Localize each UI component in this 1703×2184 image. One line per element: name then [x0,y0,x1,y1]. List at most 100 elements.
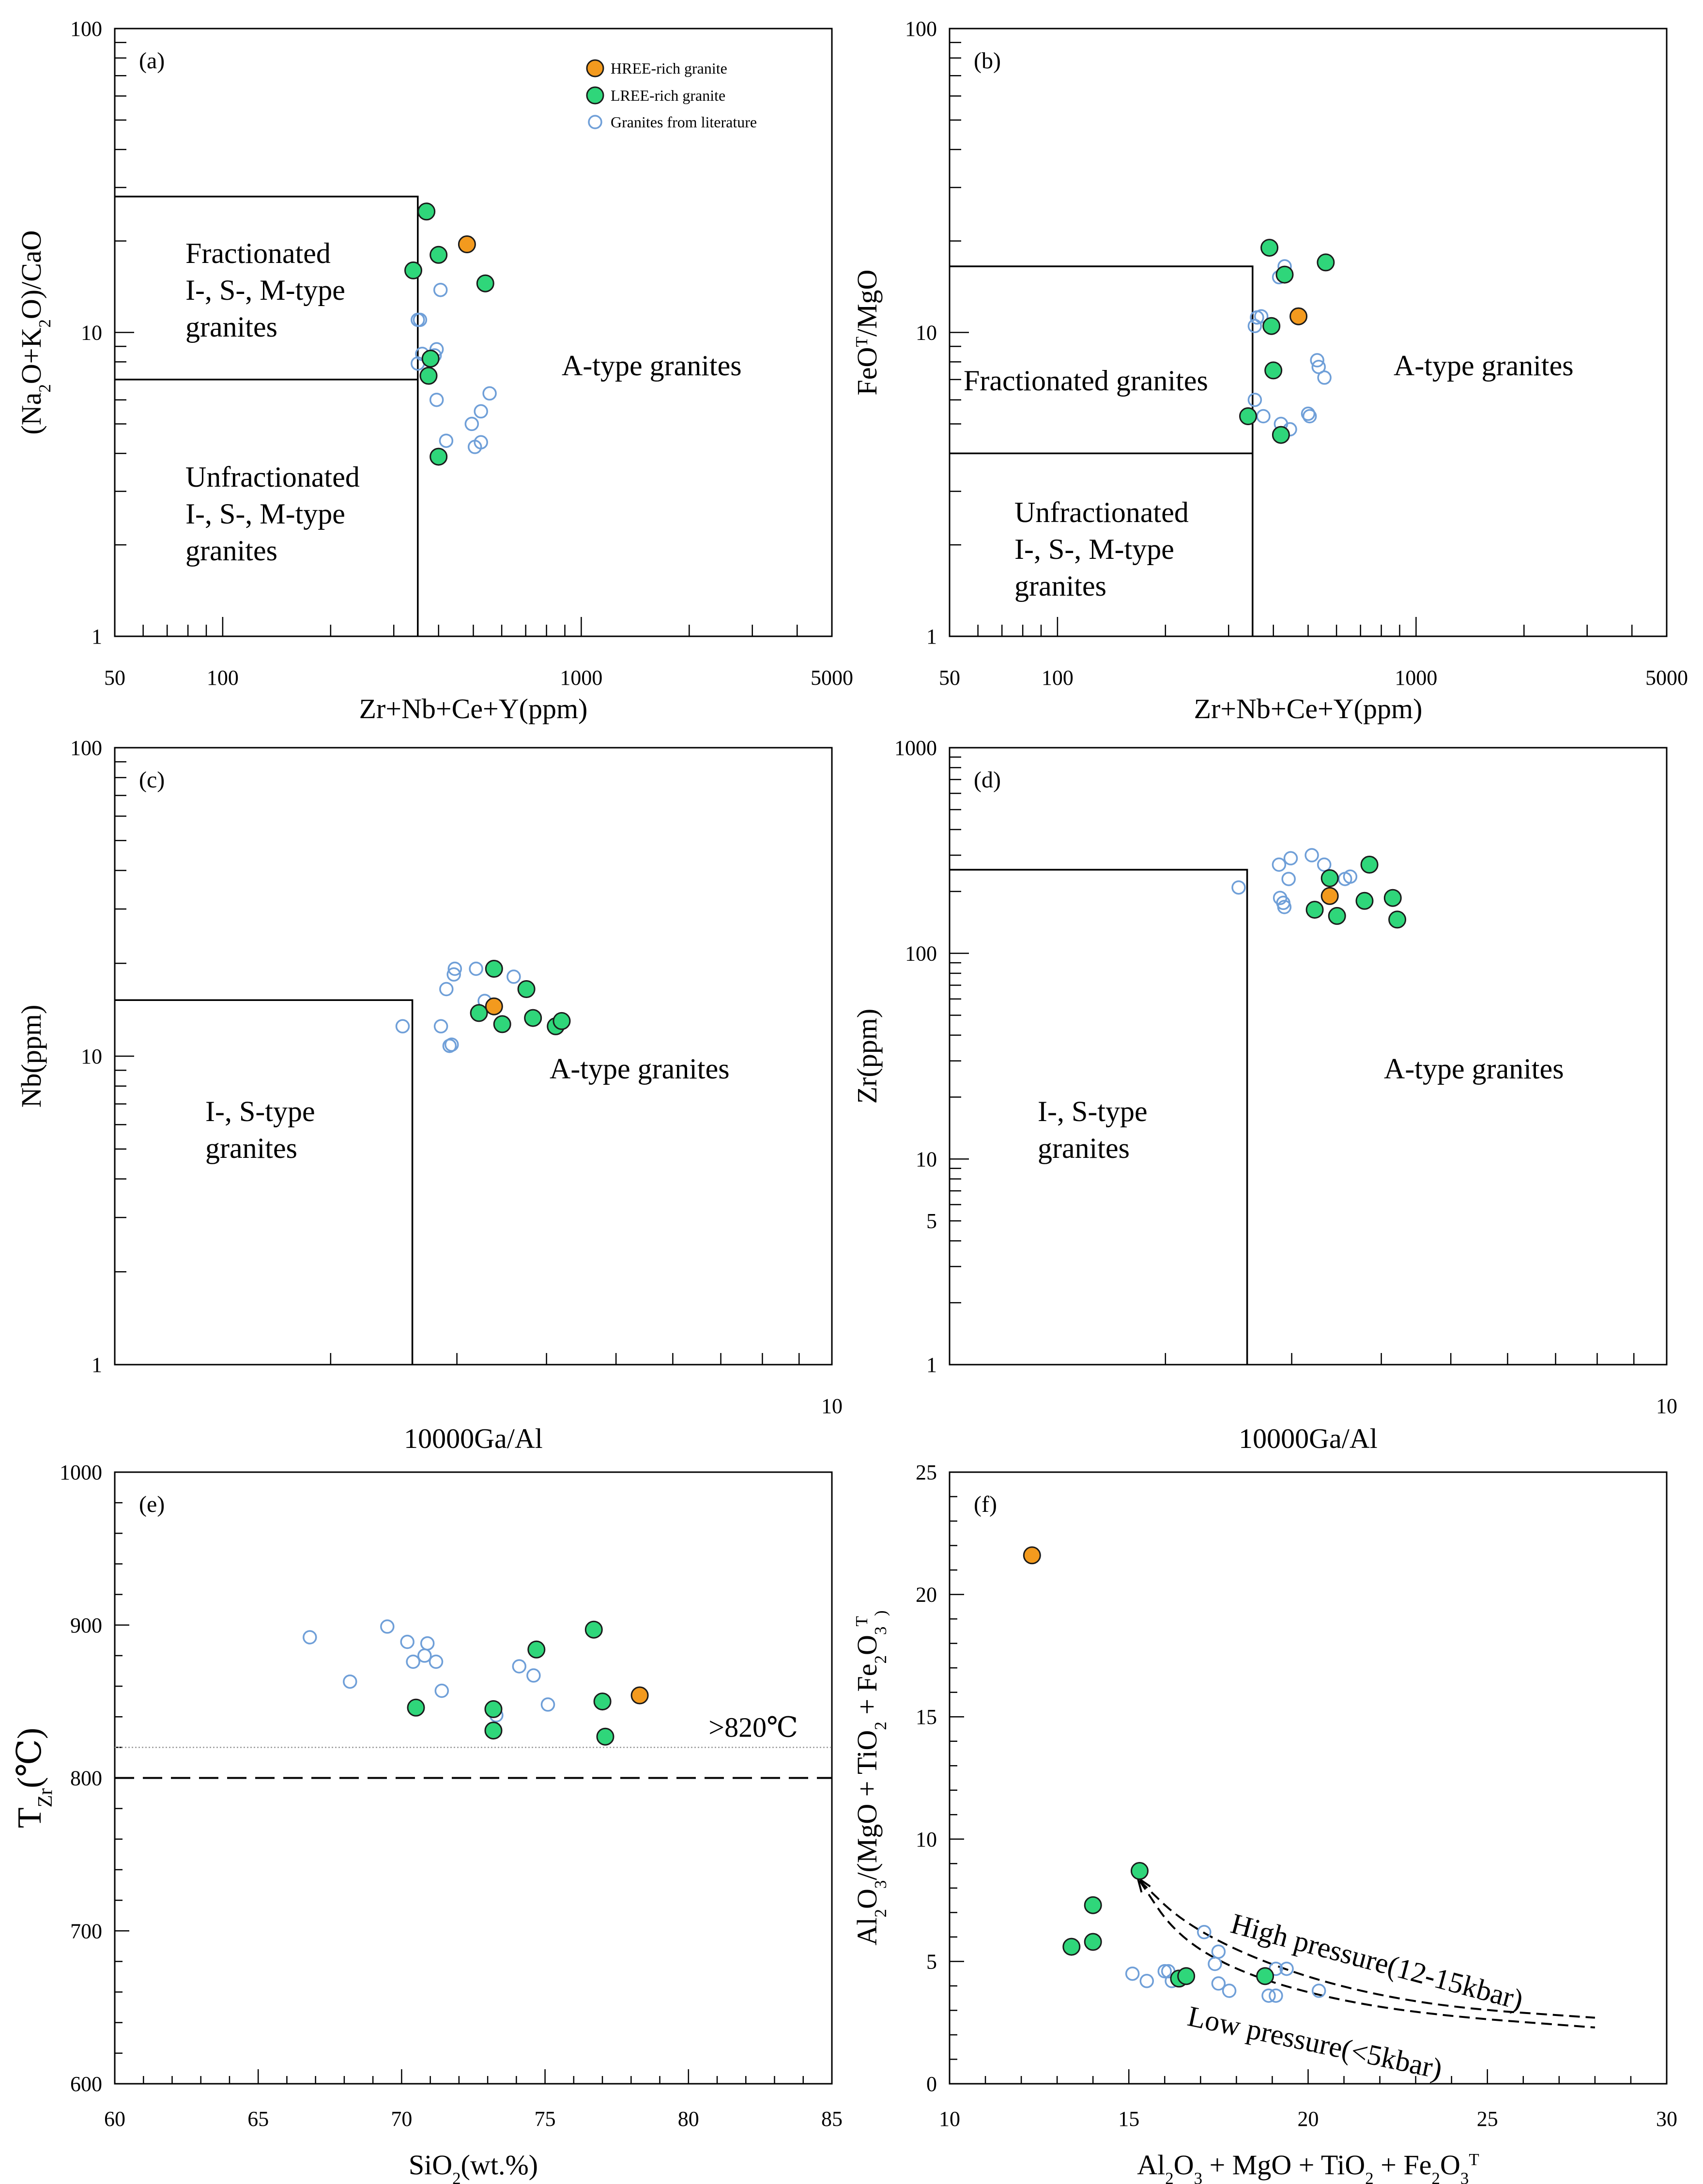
x-tick-label-f: 20 [1298,2107,1319,2131]
data-point-c-literature-9 [506,969,521,984]
data-point-b-lree-rich-6 [1272,426,1290,444]
data-point-d-literature-3 [1304,848,1319,862]
y-tick-label-e: 600 [70,2072,102,2096]
data-point-e-literature-10 [512,1659,527,1674]
data-point-b-lree-rich-5 [1239,407,1257,425]
y-axis-label-e-part-0: T [11,1807,48,1828]
y-tick-label-a: 10 [81,321,102,345]
data-point-f-lree-rich-1 [1084,1896,1102,1914]
field-boundary-a-0 [115,196,419,636]
x-tick-label-e: 65 [247,2107,269,2131]
data-point-c-literature-7 [469,961,483,976]
data-point-f-lree-rich-2 [1062,1938,1081,1956]
data-point-b-lree-rich-1 [1275,265,1294,284]
field-label-a-0: I-, S-, M-type [185,274,345,306]
field-label-d-1: A-type granites [1384,1053,1564,1085]
data-point-d-literature-9 [1277,900,1292,914]
field-label-a-1: granites [185,535,277,567]
data-point-b-literature-1 [1254,309,1269,323]
field-label-b-1: I-, S-, M-type [1014,533,1174,565]
data-point-c-literature-4 [439,982,454,997]
y-tick-label-e: 700 [70,1919,102,1943]
field-label-b-1: granites [1014,570,1106,602]
data-point-e-hree-rich-0 [630,1686,649,1705]
field-label-b-1: Unfractionated [1014,496,1189,528]
panel-d: 10 1 5 10 100 1000 (d) 10000Ga/Al Zr(ppm) I-, S-t… [851,736,1677,1454]
y-axis-label-f-part-4: /(MgO + TiO [851,1730,883,1880]
plot-frame-d [949,747,1668,1366]
y-axis-label-a-part-2: O+K [15,327,47,384]
x-axis-label-b: Zr+Nb+Ce+Y(ppm) [1194,693,1423,724]
y-axis-label-a-part-1: 2 [35,384,54,393]
data-point-d-literature-6 [1281,872,1296,886]
x-axis-label-f-part-9: 3 [1460,2169,1469,2184]
data-point-a-literature-7 [439,433,454,448]
data-point-f-literature-5 [1139,1974,1154,1988]
x-tick-label-f: 15 [1118,2107,1139,2131]
data-point-a-lree-rich-6 [430,447,448,466]
y-tick-label-f: 15 [916,1705,937,1729]
panel-label-b: (b) [974,48,1001,74]
panel-label-e: (e) [139,1492,165,1517]
panel-label-a: (a) [139,48,165,74]
plot-frame-f [949,1471,1668,2085]
y-axis-label-f-part-11: ) [871,1611,890,1616]
x-tick-label-f: 30 [1656,2107,1677,2131]
data-point-d-literature-10 [1337,872,1352,886]
data-point-e-lree-rich-3 [484,1700,503,1718]
y-axis-label-a-part-4: O)/CaO [15,230,47,319]
y-tick-label-c: 100 [70,736,102,760]
x-tick-label-a: 100 [207,666,239,690]
data-point-d-lree-rich-4 [1388,910,1407,929]
x-axis-label-e: SiO2(wt.%) [409,2149,538,2184]
data-point-a-literature-9 [482,386,497,401]
field-label-d-0: granites [1038,1132,1130,1164]
data-point-a-lree-rich-2 [430,246,448,264]
data-point-c-lree-rich-3 [517,980,536,998]
data-point-f-literature-7 [1208,1956,1222,1971]
data-point-a-lree-rich-1 [404,261,422,279]
y-tick-label-f: 0 [926,2072,937,2096]
y-axis-label-d-part-0: Zr(ppm) [851,1009,883,1104]
data-point-f-literature-9 [1222,1984,1237,1998]
field-label-a-1: I-, S-, M-type [185,498,345,530]
x-axis-label-f: Al2O3 + MgO + TiO2 + Fe2O3T [1137,2149,1479,2184]
data-point-e-literature-1 [343,1674,357,1689]
ticks-c [114,747,833,1366]
data-point-f-literature-0 [1197,1925,1212,1939]
x-axis-label-e-part-2: (wt.%) [461,2149,538,2181]
y-axis-label-f-part-8: O [851,1635,883,1655]
data-point-c-lree-rich-6 [552,1012,571,1030]
y-axis-label-d: Zr(ppm) [851,1009,883,1104]
y-tick-label-e: 900 [70,1614,102,1637]
data-point-b-literature-5 [1310,353,1324,368]
data-point-d-lree-rich-5 [1305,901,1324,919]
data-point-a-literature-12 [474,435,488,450]
data-point-a-lree-rich-0 [417,202,436,221]
data-point-d-lree-rich-2 [1355,892,1374,910]
data-point-b-lree-rich-3 [1262,317,1281,335]
field-label-b-0: Fractionated granites [964,365,1208,397]
x-tick-label-e: 85 [821,2107,843,2131]
panel-e: 60 65 70 75 80 85 600 700 800 900 1000 (e) SiO2(wt.%… [11,1461,843,2184]
pressure-curve-1 [1138,1880,1596,2029]
data-point-b-literature-8 [1247,392,1262,407]
y-tick-label-f: 25 [916,1461,937,1484]
y-axis-label-f-part-0: Al [851,1917,883,1945]
data-point-f-literature-1 [1211,1944,1226,1959]
y-axis-label-f-part-6: + Fe [851,1663,883,1722]
x-axis-label-f-part-2: O [1174,2149,1194,2181]
pressure-curve-label-1: Low pressure(<5kbar) [1185,2000,1445,2085]
y-axis-label-c-part-0: Nb(ppm) [15,1005,47,1108]
panel-c: 10 1 10 100 (c) 10000Ga/Al Nb(ppm) I-, S-type gr… [15,736,843,1454]
field-boundary-d-0 [950,869,1248,1365]
data-point-b-literature-12 [1301,406,1316,421]
data-point-b-literature-9 [1256,409,1271,424]
y-tick-label-a: 1 [92,625,102,648]
data-point-d-lree-rich-0 [1360,856,1379,874]
data-point-c-literature-3 [445,1037,459,1052]
data-point-f-lree-rich-5 [1177,1967,1196,1985]
data-point-a-lree-rich-4 [421,350,440,368]
